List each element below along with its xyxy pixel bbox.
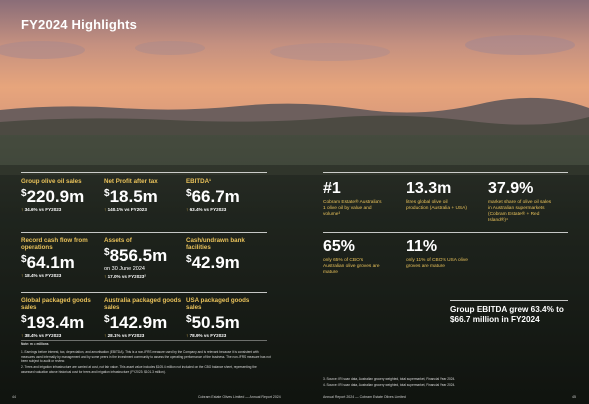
stat-value: $220.9m — [21, 187, 85, 206]
arrow-up-icon: ↑ — [186, 207, 189, 212]
stat-change: ↑ 78.9% vs FY2023 — [186, 333, 227, 338]
ebitda-callout: Group EBITDA grew 63.4% to $66.7 million… — [450, 305, 564, 324]
arrow-up-icon: ↑ — [21, 273, 24, 278]
stat-net-profit: Net Profit after tax $18.5m ↑ 140.1% vs … — [104, 178, 182, 212]
stat-label: USA packaged goods sales — [186, 297, 250, 311]
stat-number-one: #1 Cobram Estate® Australia's 1 olive oi… — [323, 180, 401, 218]
divider — [21, 232, 267, 233]
stat-value: $193.4m — [21, 313, 85, 332]
page-title: FY2024 Highlights — [21, 17, 138, 32]
stat-change: ↑ 38.4% vs FY2023 — [21, 333, 62, 338]
stat-label: Global packaged goods sales — [21, 297, 91, 311]
arrow-up-icon: ↑ — [104, 333, 107, 338]
stat-label: Net Profit after tax — [104, 178, 158, 185]
stat-change: ↑ 17.0% vs FY2023² — [104, 274, 146, 279]
stat-change: ↑ 140.1% vs FY2023 — [104, 207, 147, 212]
stat-label: Assets of — [104, 237, 132, 244]
stat-australia-groves: 65% only 65% of CBO's Australian olive g… — [323, 238, 401, 276]
stat-value: $142.9m — [104, 313, 168, 332]
stat-usa-groves: 11% only 11% of CBO's USA olive groves a… — [406, 238, 484, 270]
arrow-up-icon: ↑ — [21, 207, 24, 212]
stat-value: $50.5m — [186, 313, 240, 332]
stat-ebitda: EBITDA¹ $66.7m ↑ 63.4% vs FY2023 — [186, 178, 264, 212]
page-number-left: 44 — [12, 395, 16, 399]
footer-text-left: Cobram Estate Olives Limited — Annual Re… — [198, 395, 281, 399]
stat-usa-packaged: USA packaged goods sales $50.5m ↑ 78.9% … — [186, 297, 264, 338]
stat-subtext: on 30 June 2024 — [104, 266, 145, 272]
stat-value: 37.9% — [488, 180, 534, 197]
divider — [21, 340, 267, 341]
stat-value: $856.5m — [104, 246, 168, 265]
stat-assets: Assets of $856.5m on 30 June 2024 ↑ 17.0… — [104, 237, 182, 279]
stat-change: ↑ 18.4% vs FY2023 — [21, 273, 62, 278]
divider — [21, 172, 267, 173]
stat-value: $18.5m — [104, 187, 158, 206]
stat-value: $66.7m — [186, 187, 240, 206]
note-title: Note: m = millions — [21, 342, 49, 346]
stat-label: Cash/undrawn bank facilities — [186, 237, 245, 251]
page-number-right: 45 — [572, 395, 576, 399]
stat-label: litres global olive oil production (Aust… — [406, 200, 467, 211]
divider — [450, 300, 568, 301]
stat-cash-flow: Record cash flow from operations $64.1m … — [21, 237, 99, 278]
footnote: 4. Source: IRI scan data, Australian gro… — [323, 383, 456, 387]
stat-production: 13.3m litres global olive oil production… — [406, 180, 484, 212]
stat-australia-packaged: Australia packaged goods sales $142.9m ↑… — [104, 297, 182, 338]
footer-text-right: Annual Report 2024 — Cobram Estate Olive… — [323, 395, 406, 399]
footnote: 1. Earnings before interest, tax, deprec… — [21, 350, 271, 363]
footnote: 3. Source: IRI scan data, Australian gro… — [323, 377, 456, 381]
stat-group-olive-oil-sales: Group olive oil sales $220.9m ↑ 34.6% vs… — [21, 178, 99, 212]
stat-label: Australia packaged goods sales — [104, 297, 182, 311]
arrow-up-icon: ↑ — [21, 333, 24, 338]
stat-market-share: 37.9% market share of olive oil sales in… — [488, 180, 566, 224]
stat-value: $42.9m — [186, 253, 240, 272]
stat-change: ↑ 34.6% vs FY2023 — [21, 207, 62, 212]
divider — [323, 232, 568, 233]
stat-value: #1 — [323, 180, 341, 197]
stat-label: EBITDA¹ — [186, 178, 212, 185]
stat-change: ↑ 63.4% vs FY2023 — [186, 207, 227, 212]
arrow-up-icon: ↑ — [104, 207, 107, 212]
footnote: 2. Trees and irrigation infrastructure a… — [21, 365, 257, 374]
stat-value: 65% — [323, 238, 356, 255]
stat-value: 13.3m — [406, 180, 452, 197]
divider — [323, 172, 568, 173]
stat-global-packaged: Global packaged goods sales $193.4m ↑ 38… — [21, 297, 99, 338]
stat-label: Cobram Estate® Australia's 1 olive oil b… — [323, 200, 382, 217]
stat-label: only 11% of CBO's USA olive groves are m… — [406, 258, 468, 269]
stat-value: $64.1m — [21, 253, 75, 272]
stat-label: Group olive oil sales — [21, 178, 82, 185]
arrow-up-icon: ↑ — [186, 333, 189, 338]
stat-change: ↑ 28.1% vs FY2023 — [104, 333, 145, 338]
arrow-up-icon: ↑ — [104, 274, 107, 279]
stat-cash-facilities: Cash/undrawn bank facilities $42.9m — [186, 237, 264, 272]
stat-label: Record cash flow from operations — [21, 237, 88, 251]
stat-label: market share of olive oil sales in Austr… — [488, 200, 552, 223]
stat-value: 11% — [406, 238, 438, 255]
stat-label: only 65% of CBO's Australian olive grove… — [323, 258, 380, 275]
divider — [21, 292, 267, 293]
